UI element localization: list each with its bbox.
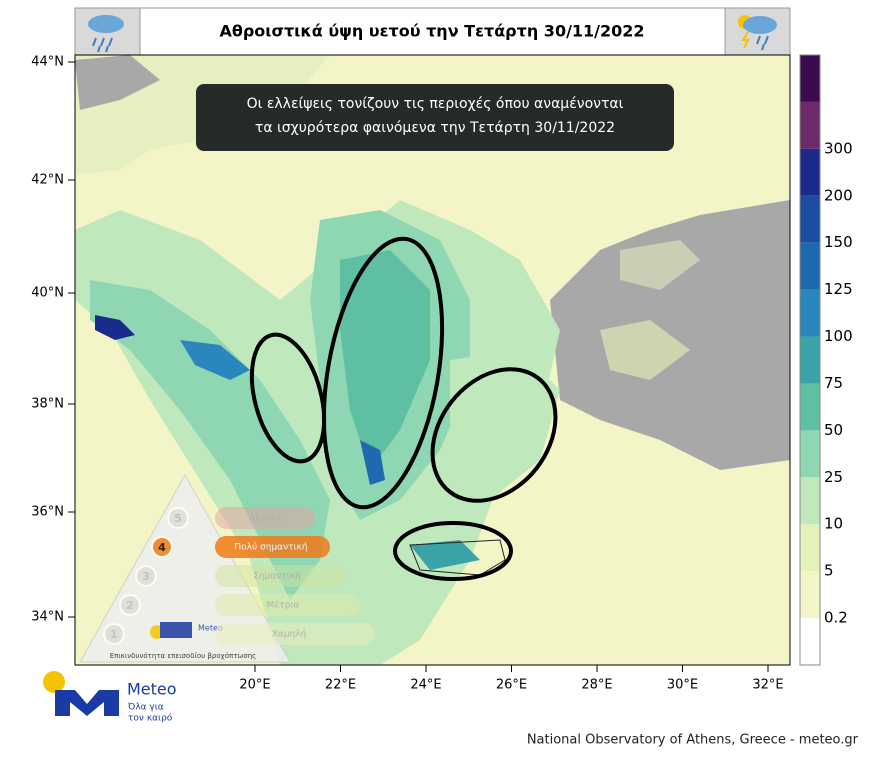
colorbar-band <box>800 289 820 337</box>
colorbar: 0.2 5 10 25 50 75 100 125 150 200 300 <box>799 54 853 666</box>
lon-label: 30°E <box>667 678 698 693</box>
colorbar-label: 125 <box>824 280 853 298</box>
logo: Meteo Όλα για τον καιρό <box>43 671 177 724</box>
lon-label: 32°E <box>752 678 783 693</box>
title-box <box>139 7 726 56</box>
ellipses <box>249 236 558 581</box>
risk-label: Πολύ σημαντική <box>234 542 307 553</box>
colorbar-label: 150 <box>824 233 853 251</box>
colorbar-band <box>800 148 820 196</box>
risk-badge <box>119 594 141 616</box>
risk-number: 4 <box>158 541 166 554</box>
colorbar-band <box>800 430 820 478</box>
risk-legend: Meteo Επικινδυνότητα επεισοδίου βροχόπτω… <box>79 473 375 663</box>
logo-tagline: Όλα για <box>127 702 164 713</box>
lon-label: 28°E <box>581 678 612 693</box>
risk-number: 5 <box>174 512 182 525</box>
logo-name: Meteo <box>127 680 177 699</box>
colorbar-band <box>800 242 820 290</box>
risk-number: 1 <box>110 628 118 641</box>
risk-label: Μέτρια <box>267 600 300 611</box>
risk-bar <box>215 536 330 558</box>
risk-badge <box>167 507 189 529</box>
colorbar-label: 300 <box>824 139 853 157</box>
colorbar-label: 10 <box>824 515 843 533</box>
storm-icon <box>738 15 777 51</box>
colorbar-band <box>800 524 820 572</box>
logo-tagline: τον καιρό <box>128 713 173 724</box>
annotation-line: τα ισχυρότερα φαινόμενα την Τετάρτη 30/1… <box>255 120 615 136</box>
risk-badge <box>103 623 125 645</box>
colorbar-label: 200 <box>824 186 853 204</box>
colorbar-band <box>800 383 820 431</box>
colorbar-label: 75 <box>824 374 843 392</box>
colorbar-band <box>800 195 820 243</box>
risk-number: 3 <box>142 570 150 583</box>
lon-label: 26°E <box>496 678 527 693</box>
risk-brand: Meteo <box>198 624 223 633</box>
colorbar-band <box>800 101 820 149</box>
colorbar-band <box>800 618 820 665</box>
colorbar-label: 0.2 <box>824 609 848 627</box>
lat-label: 38°N <box>31 397 64 412</box>
colorbar-label: 25 <box>824 468 843 486</box>
colorbar-band <box>800 336 820 384</box>
axes: 44°N 42°N 40°N 38°N 36°N 34°N 20°E 22°E 24°E 26°E… <box>31 55 783 693</box>
lon-label: 22°E <box>325 678 356 693</box>
lon-label: 24°E <box>410 678 441 693</box>
footer: National Observatory of Athens, Greece -… <box>527 733 859 748</box>
colorbar-frame <box>799 54 821 666</box>
colorbar-label: 5 <box>824 562 834 580</box>
risk-bar <box>215 594 360 616</box>
colorbar-band <box>800 571 820 619</box>
lat-label: 40°N <box>31 286 64 301</box>
colorbar-band <box>800 477 820 525</box>
lat-label: 44°N <box>31 55 64 70</box>
colorbar-label: 100 <box>824 327 853 345</box>
risk-badge <box>151 536 173 558</box>
risk-badge <box>135 565 157 587</box>
lat-label: 42°N <box>31 173 64 188</box>
risk-label: Ακραία <box>249 514 281 524</box>
colorbar-band <box>800 55 820 102</box>
risk-bar <box>215 507 315 529</box>
title: Αθροιστικά ύψη υετού την Τετάρτη 30/11/2… <box>219 22 644 41</box>
annotation-line: Οι ελλείψεις τονίζουν τις περιοχές όπου … <box>247 96 624 112</box>
risk-bar <box>215 623 375 645</box>
annotation-box <box>196 84 674 151</box>
risk-bar <box>215 565 345 587</box>
risk-label: Χαμηλή <box>272 630 307 640</box>
lon-label: 20°E <box>239 678 270 693</box>
risk-label: Σημαντική <box>253 572 301 582</box>
lat-label: 36°N <box>31 505 64 520</box>
risk-number: 2 <box>126 599 134 612</box>
map-frame <box>74 54 791 666</box>
rain-icon <box>88 15 124 53</box>
risk-caption: Επικινδυνότητα επεισοδίου βροχόπτωσης <box>110 652 257 660</box>
colorbar-label: 50 <box>824 421 843 439</box>
lat-label: 34°N <box>31 610 64 625</box>
